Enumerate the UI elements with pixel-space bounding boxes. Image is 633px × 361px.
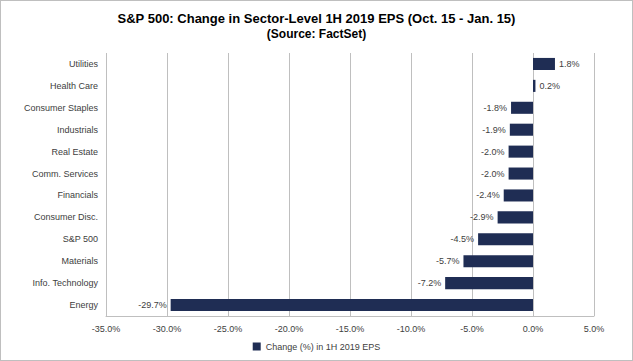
svg-text:-15.0%: -15.0% bbox=[336, 324, 365, 334]
svg-text:-4.5%: -4.5% bbox=[451, 234, 475, 244]
svg-text:-2.9%: -2.9% bbox=[470, 212, 494, 222]
svg-text:-10.0%: -10.0% bbox=[397, 324, 426, 334]
svg-text:Energy: Energy bbox=[69, 300, 98, 310]
svg-text:Consumer Disc.: Consumer Disc. bbox=[34, 212, 98, 222]
svg-text:5.0%: 5.0% bbox=[584, 324, 605, 334]
svg-text:Materials: Materials bbox=[61, 256, 98, 266]
svg-text:-35.0%: -35.0% bbox=[92, 324, 121, 334]
svg-text:Utilities: Utilities bbox=[69, 59, 99, 69]
svg-text:0.0%: 0.0% bbox=[523, 324, 544, 334]
svg-text:Health Care: Health Care bbox=[50, 81, 98, 91]
svg-text:Change (%) in 1H 2019 EPS: Change (%) in 1H 2019 EPS bbox=[266, 342, 381, 352]
svg-text:-2.4%: -2.4% bbox=[476, 190, 500, 200]
svg-text:Financials: Financials bbox=[57, 190, 98, 200]
svg-text:-7.2%: -7.2% bbox=[418, 278, 442, 288]
svg-text:-2.0%: -2.0% bbox=[481, 169, 505, 179]
svg-text:-29.7%: -29.7% bbox=[138, 300, 167, 310]
svg-text:-1.9%: -1.9% bbox=[482, 125, 506, 135]
svg-text:-20.0%: -20.0% bbox=[275, 324, 304, 334]
svg-text:-5.0%: -5.0% bbox=[460, 324, 484, 334]
svg-text:Info. Technology: Info. Technology bbox=[33, 278, 99, 288]
svg-text:-30.0%: -30.0% bbox=[153, 324, 182, 334]
svg-text:Industrials: Industrials bbox=[57, 125, 99, 135]
svg-text:Consumer Staples: Consumer Staples bbox=[24, 103, 99, 113]
svg-text:-2.0%: -2.0% bbox=[481, 147, 505, 157]
svg-text:-25.0%: -25.0% bbox=[214, 324, 243, 334]
svg-text:S&P 500: Change in Sector-Leve: S&P 500: Change in Sector-Level 1H 2019 … bbox=[118, 11, 516, 26]
svg-text:(Source: FactSet): (Source: FactSet) bbox=[267, 27, 366, 41]
svg-text:-1.8%: -1.8% bbox=[484, 103, 508, 113]
svg-text:S&P 500: S&P 500 bbox=[63, 234, 98, 244]
svg-text:1.8%: 1.8% bbox=[559, 59, 580, 69]
svg-text:-5.7%: -5.7% bbox=[436, 256, 460, 266]
svg-text:Real Estate: Real Estate bbox=[51, 147, 98, 157]
svg-text:Comm. Services: Comm. Services bbox=[32, 169, 99, 179]
svg-text:0.2%: 0.2% bbox=[539, 81, 560, 91]
